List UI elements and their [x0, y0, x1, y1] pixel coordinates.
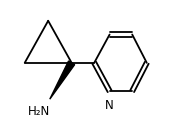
- Text: H₂N: H₂N: [28, 105, 50, 118]
- Text: N: N: [105, 99, 114, 112]
- Polygon shape: [50, 61, 75, 99]
